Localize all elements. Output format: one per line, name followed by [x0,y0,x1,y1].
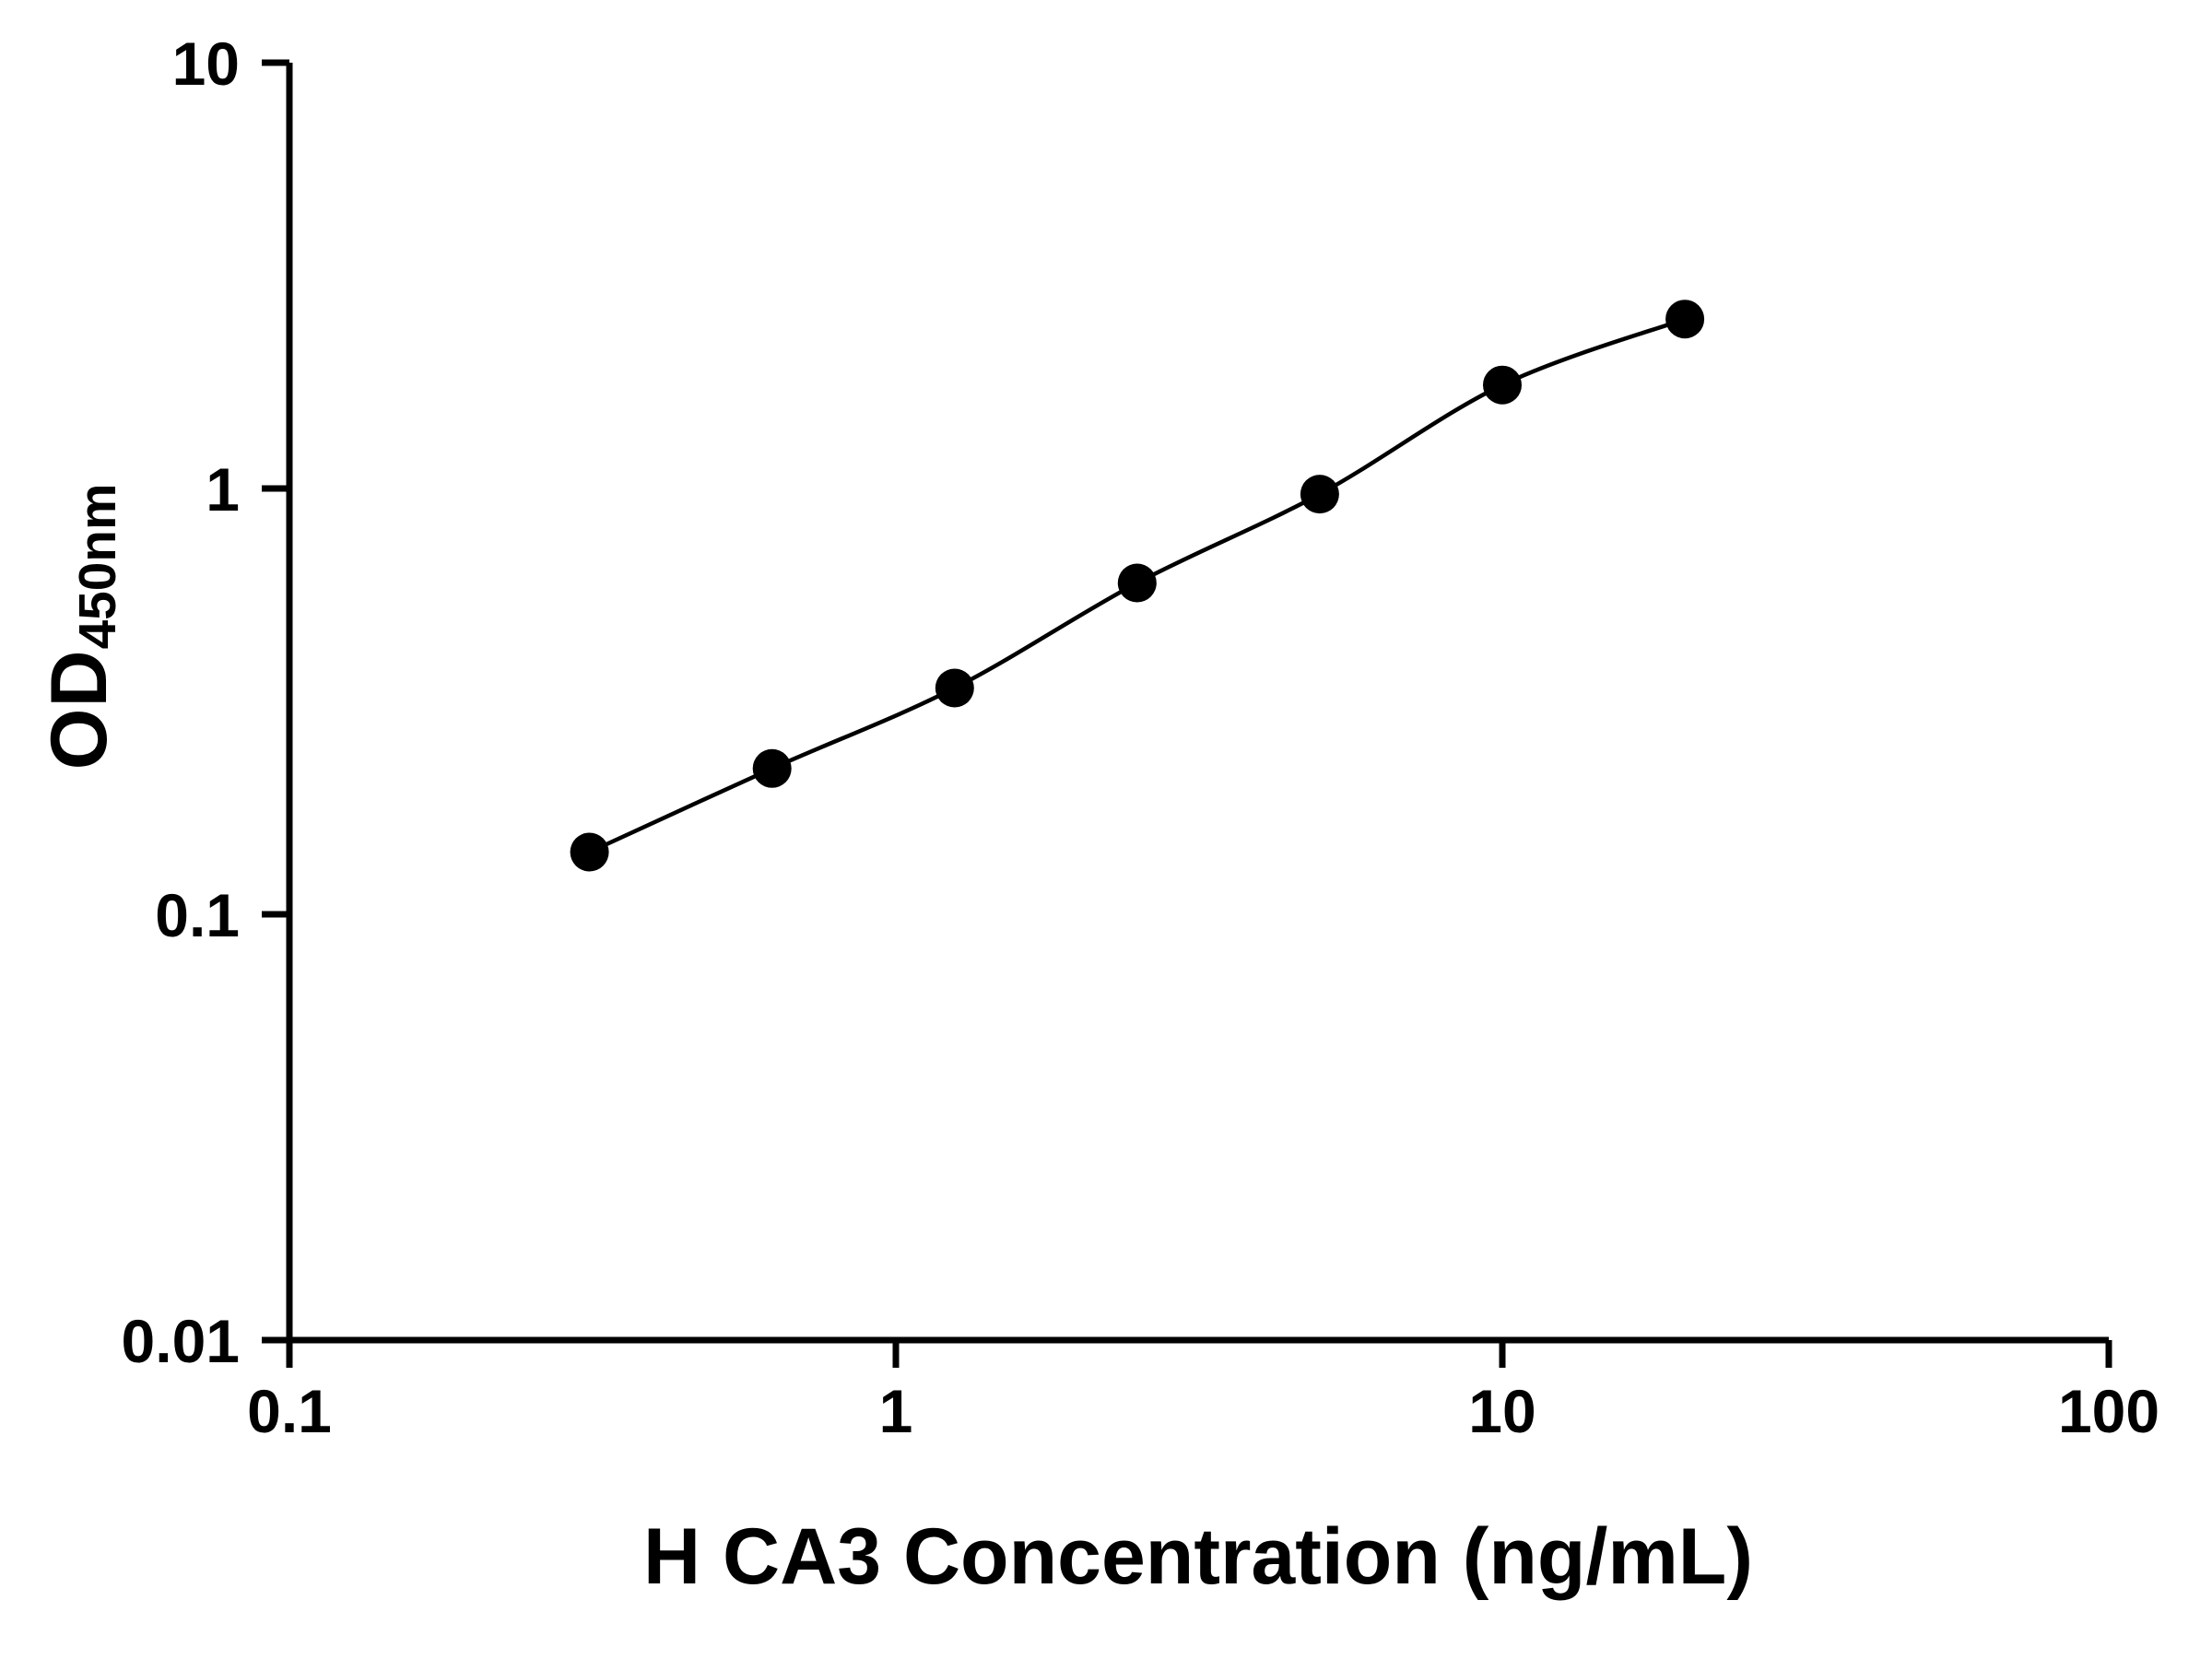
data-point [1483,365,1522,405]
x-tick-label: 10 [1468,1377,1535,1445]
data-point [1665,300,1705,339]
data-point [570,832,609,872]
y-tick-label: 0.01 [122,1307,240,1375]
y-axis-title-main: OD [34,649,124,771]
x-axis-title: H CA3 Concentration (ng/mL) [643,1512,1753,1601]
y-tick-label: 1 [206,455,240,524]
y-tick-label: 0.1 [155,881,240,949]
y-axis-title-subscript: 450nm [69,483,128,650]
x-tick-label: 100 [2058,1377,2159,1445]
data-point [752,748,792,788]
data-point [1117,563,1157,603]
y-axis-title: OD450nm [34,484,128,771]
x-tick-label: 1 [879,1377,913,1445]
y-tick-label: 10 [172,29,240,98]
data-point [935,668,974,708]
axis-lines [286,63,2109,1344]
x-tick-label: 0.1 [247,1377,332,1445]
data-point [1300,475,1339,514]
